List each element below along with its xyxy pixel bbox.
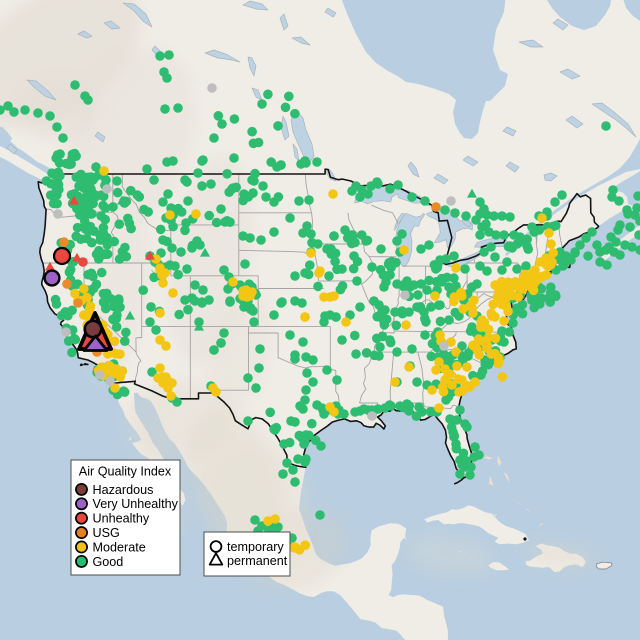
svg-text:Very Unhealthy: Very Unhealthy [93, 497, 179, 511]
svg-text:Hazardous: Hazardous [93, 483, 154, 497]
svg-text:USG: USG [93, 526, 120, 540]
svg-text:Moderate: Moderate [93, 540, 146, 554]
svg-text:Unhealthy: Unhealthy [93, 512, 150, 526]
svg-text:Air Quality Index: Air Quality Index [79, 465, 172, 479]
svg-text:temporary: temporary [227, 540, 284, 554]
svg-text:Good: Good [93, 555, 124, 569]
svg-text:permanent: permanent [227, 554, 288, 568]
